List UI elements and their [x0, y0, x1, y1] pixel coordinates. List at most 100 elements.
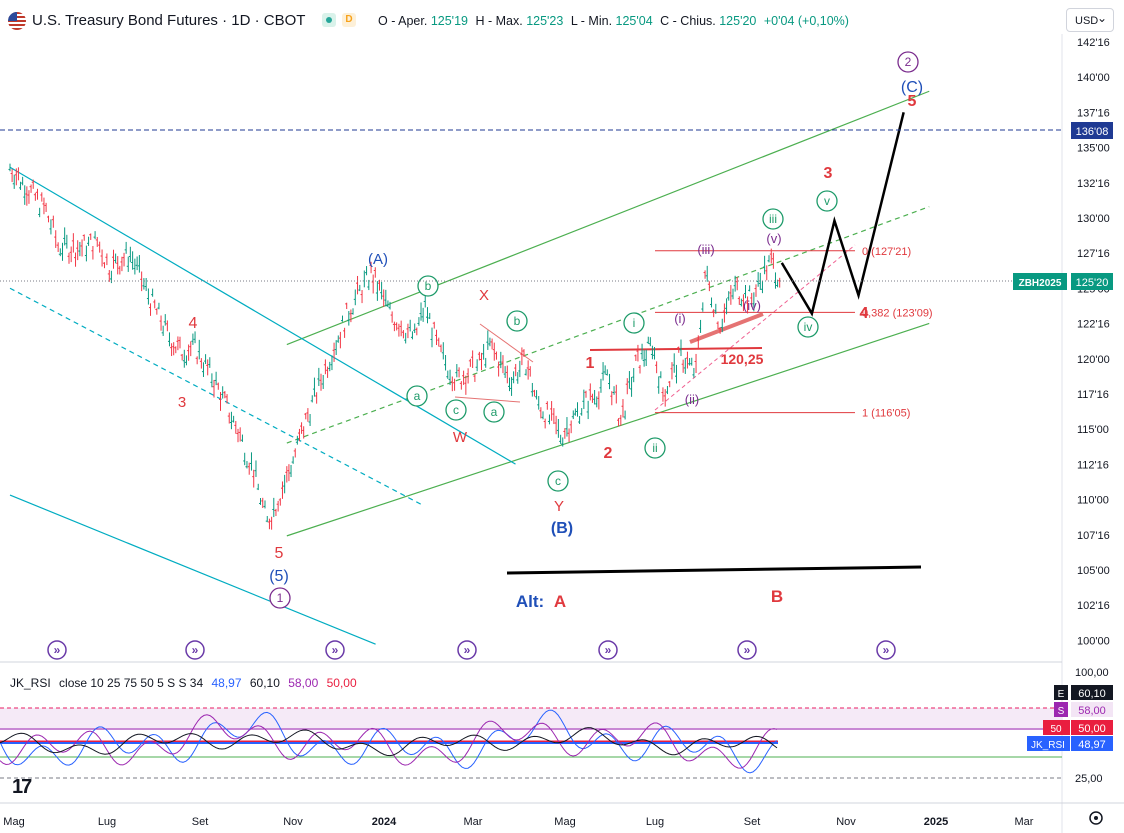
rsi-axis-100: 100,00 — [1075, 667, 1109, 679]
price-tick-label: 105'00 — [1077, 565, 1110, 577]
wave-label-c2r-circle[interactable] — [547, 470, 569, 492]
price-tick-label: 117'16 — [1077, 389, 1109, 401]
us-flag-icon — [8, 12, 26, 30]
delayed-badge[interactable]: D — [342, 13, 356, 27]
wave-label-C: (C) — [901, 79, 923, 96]
time-tick-label: Set — [744, 816, 761, 828]
rsi-badge-50 — [1071, 720, 1113, 735]
time-tick-label: Nov — [836, 816, 856, 828]
wave-label-iv-circle[interactable] — [797, 316, 819, 338]
time-tick-label: Mag — [554, 816, 575, 828]
wave-label-1-circle: 1 — [277, 591, 284, 605]
wave-label-a1: a — [414, 389, 421, 403]
currency-selector[interactable]: USD — [1066, 6, 1114, 32]
price-tick-label: 102'16 — [1077, 600, 1110, 612]
goto-arrow-icon[interactable] — [457, 640, 477, 660]
price-tick-label: 137'16 — [1077, 107, 1110, 119]
price-tick-label: 115'00 — [1077, 424, 1109, 436]
goto-arrow-icon[interactable] — [325, 640, 345, 660]
rsi-badge-e-value: 60,10 — [1078, 688, 1106, 700]
wave-label-b2-circle[interactable] — [506, 310, 528, 332]
price-tick-label: 107'16 — [1077, 530, 1110, 542]
projection-path[interactable] — [780, 112, 905, 317]
low-label: L - Min. — [570, 14, 613, 28]
wave-label-ii-circle[interactable] — [644, 437, 666, 459]
goto-arrow-icon[interactable] — [47, 640, 67, 660]
wave-label-4-left: 4 — [189, 315, 198, 332]
rsi-line-signal[interactable] — [0, 714, 778, 769]
settings-gear-icon[interactable] — [1089, 811, 1103, 825]
pink-trendline[interactable] — [654, 244, 856, 411]
tradingview-logo[interactable]: 17 — [12, 776, 32, 798]
time-tick-label: 2024 — [372, 816, 397, 828]
wave-label-iv: iv — [804, 320, 813, 334]
rsi-badge-e — [1071, 685, 1113, 700]
channel-line-cyan-lower[interactable] — [9, 494, 376, 645]
rsi-value-1: 48,97 — [211, 676, 242, 690]
wave-label-B: (B) — [551, 520, 573, 537]
close-label: C - Chius. — [660, 14, 716, 28]
channel-line-cyan-dashed[interactable] — [9, 287, 423, 506]
time-tick-label: Lug — [98, 816, 116, 828]
rsi-line-fast[interactable] — [0, 709, 778, 774]
rsi-badge-s-label — [1054, 702, 1068, 717]
alt-label: Alt: — [516, 592, 544, 611]
wave-label-c2-circle[interactable] — [897, 51, 919, 73]
wave-label-v: v — [824, 194, 830, 208]
wave-label-A: (A) — [368, 251, 388, 268]
price-tick-label: 130'00 — [1077, 213, 1110, 225]
level-120-line[interactable] — [589, 347, 763, 351]
goto-arrow-icon[interactable] — [185, 640, 205, 660]
price-tick-label: 135'00 — [1077, 143, 1110, 155]
channel-line-green-upper[interactable] — [286, 90, 930, 346]
wave-label-v-circle[interactable] — [816, 190, 838, 212]
rsi-badge-s — [1071, 702, 1113, 717]
w-wave-trendline[interactable] — [454, 396, 521, 403]
rsi-badge-50-tag — [1043, 720, 1070, 735]
symbol-text: ZBH2025 — [1019, 278, 1062, 289]
time-tick-label: Nov — [283, 816, 303, 828]
chart-header: U.S. Treasury Bond Futures · 1D · CBOT D… — [0, 0, 1062, 40]
goto-arrow-glyph: » — [883, 643, 890, 657]
time-tick-label: Mar — [464, 816, 483, 828]
wave-label-c1-circle[interactable] — [445, 399, 467, 421]
wave-label-iii-circle[interactable] — [762, 208, 784, 230]
channel-line-green-lower[interactable] — [286, 322, 930, 537]
wave-label-3: 3 — [824, 165, 833, 182]
goto-arrow-glyph: » — [192, 643, 199, 657]
alt-label-a: A — [554, 592, 566, 611]
rsi-badge-e-label — [1054, 685, 1068, 700]
symbol-title[interactable]: U.S. Treasury Bond Futures · 1D · CBOT — [32, 12, 306, 29]
rsi-legend[interactable]: JK_RSI close 10 25 75 50 5 S S 34 48,97 … — [10, 676, 362, 690]
wave-label-2: 2 — [604, 445, 613, 462]
wave-label-a1-circle[interactable] — [406, 385, 428, 407]
high-value: 125'23 — [526, 14, 564, 28]
wave-label-c2: 2 — [905, 55, 912, 69]
last-price-badge — [1071, 273, 1113, 290]
market-status-icon[interactable] — [322, 13, 336, 27]
wave-label-i-circle[interactable] — [623, 312, 645, 334]
pink-bold-trendline[interactable] — [689, 312, 764, 344]
goto-arrow-icon[interactable] — [876, 640, 896, 660]
fib-level-label: 0,382 (123'09) — [862, 307, 933, 319]
goto-arrow-icon[interactable] — [598, 640, 618, 660]
ohlc-readout: O - Aper. 125'19 H - Max. 125'23 L - Min… — [378, 14, 853, 28]
goto-arrow-icon[interactable] — [737, 640, 757, 660]
channel-line-green-middle-dashed[interactable] — [286, 206, 930, 444]
time-navigation-markers[interactable]: » » » » » » » — [47, 640, 896, 660]
rsi-value-2: 60,10 — [249, 676, 280, 690]
wave-label-5-paren: (5) — [269, 568, 289, 585]
wave-label-W: W — [453, 429, 468, 446]
goto-arrow-glyph: » — [332, 643, 339, 657]
wave-label-i: i — [633, 316, 636, 330]
goto-arrow-glyph: » — [54, 643, 61, 657]
price-tick-label: 132'16 — [1077, 178, 1110, 190]
wave-label-a2-circle[interactable] — [483, 401, 505, 423]
wave-label-1-circle-circle[interactable] — [269, 587, 291, 609]
rsi-line-slow[interactable] — [0, 727, 778, 757]
alt-support-line[interactable] — [506, 565, 922, 575]
channel-line-cyan-upper[interactable] — [9, 166, 516, 465]
price-tick-label: 140'00 — [1077, 72, 1110, 84]
wave-label-X: X — [479, 287, 489, 304]
